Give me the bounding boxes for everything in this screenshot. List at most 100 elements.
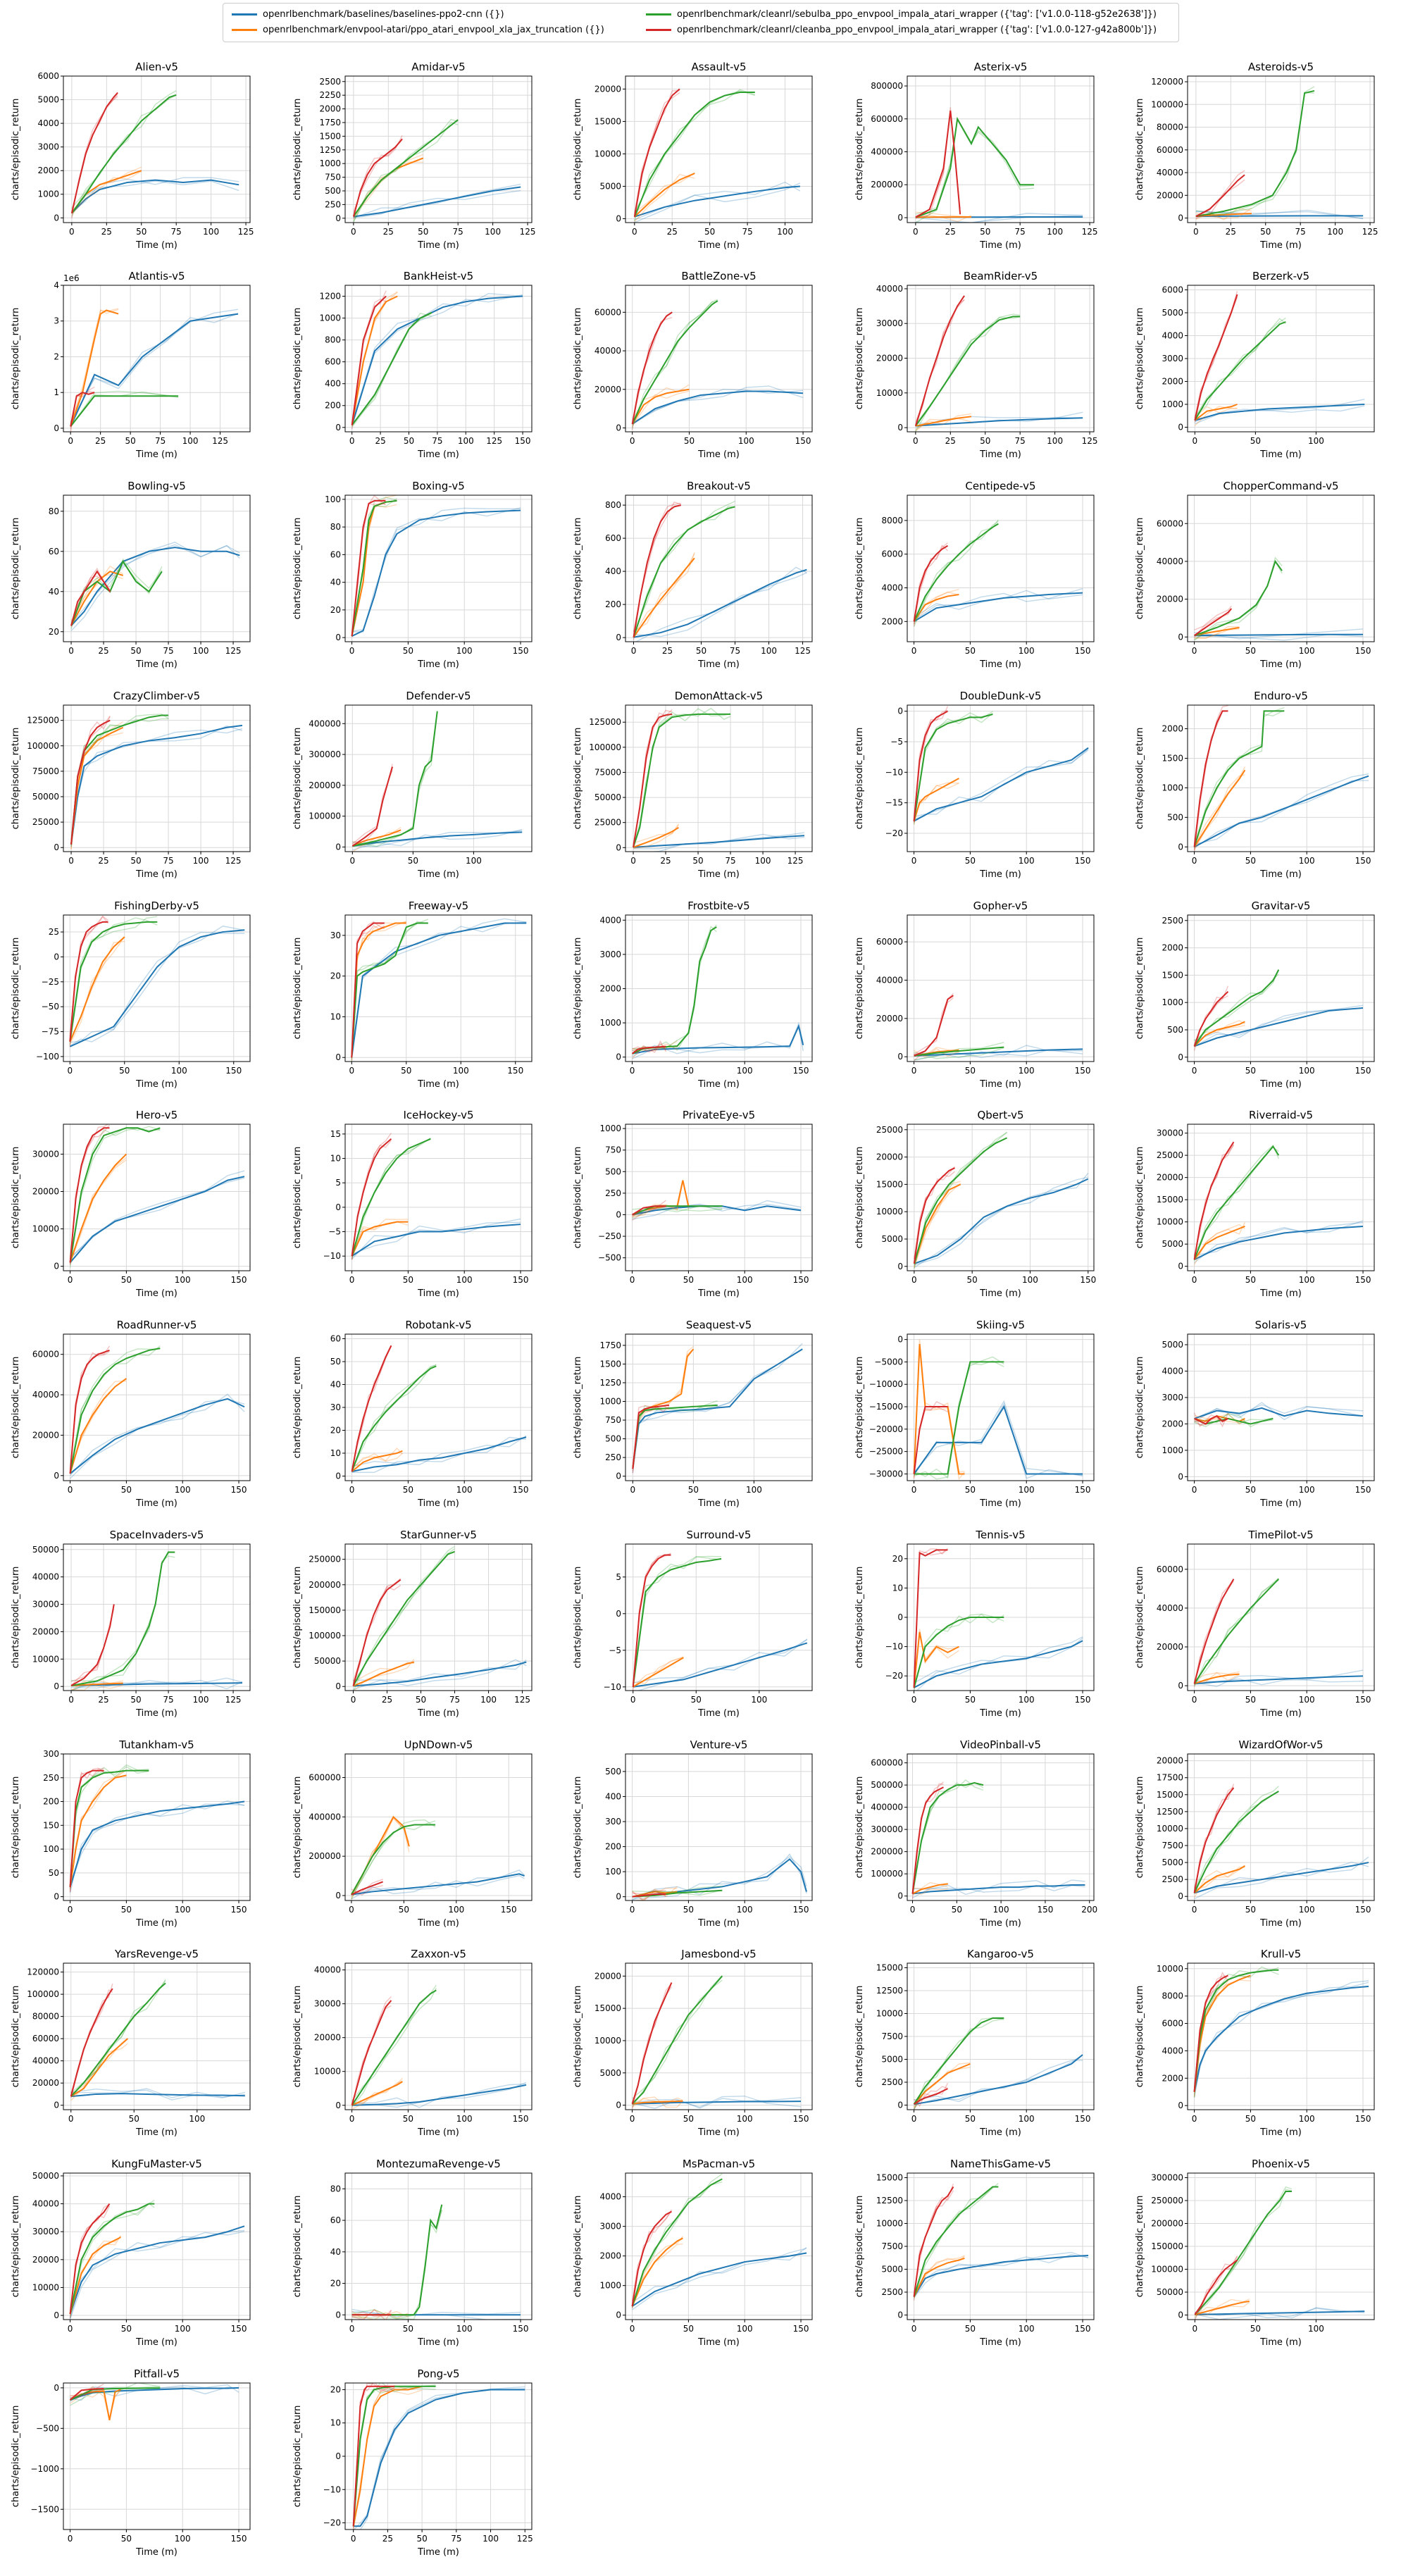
series-seed-line bbox=[69, 917, 158, 1040]
series-group bbox=[69, 915, 245, 1047]
x-tick-label: 50 bbox=[688, 1485, 699, 1495]
y-tick-label: 100000 bbox=[871, 1869, 903, 1879]
subplot-bankheist-v5: 0 25 50 75 100 125 150 0 200 400 600 800 1000 1200 Ban… bbox=[292, 270, 533, 460]
y-axis-label: charts/episodic_return bbox=[292, 1986, 303, 2088]
series-line-cleanba bbox=[69, 921, 108, 1042]
y-axis-label: charts/episodic_return bbox=[11, 1986, 21, 2088]
series-seed-line bbox=[70, 1989, 113, 2098]
series-group bbox=[633, 707, 805, 852]
y-tick-label: 20000 bbox=[32, 1187, 59, 1197]
series-line-envpool-xla bbox=[1194, 626, 1240, 637]
y-axis-label: charts/episodic_return bbox=[854, 938, 865, 1040]
x-tick-label: 25 bbox=[101, 227, 112, 237]
axes-frame bbox=[344, 1333, 533, 1481]
series-line-baselines bbox=[351, 2084, 527, 2106]
series-seed-line bbox=[1194, 406, 1238, 426]
x-tick-label: 50 bbox=[416, 2534, 427, 2544]
y-tick-label: 40000 bbox=[1157, 556, 1183, 566]
series-seed-line bbox=[1194, 2301, 1250, 2317]
series-line-sebulba bbox=[631, 1975, 723, 2105]
y-tick-label: 5 bbox=[335, 1178, 341, 1188]
x-axis-label: Time (m) bbox=[697, 659, 740, 670]
series-seed-line bbox=[1194, 1867, 1245, 1890]
x-tick-label: 50 bbox=[683, 1275, 694, 1285]
series-seed-line bbox=[632, 924, 717, 1052]
x-tick-label: 0 bbox=[349, 1066, 354, 1076]
series-seed-line bbox=[1194, 1221, 1364, 1264]
series-seed-line bbox=[70, 718, 169, 847]
y-tick-label: 60 bbox=[49, 547, 59, 556]
series-group bbox=[70, 308, 239, 432]
series-line-sebulba bbox=[1194, 2191, 1292, 2315]
series-seed-line bbox=[351, 1364, 437, 1471]
series-seed-line bbox=[632, 1200, 666, 1218]
x-axis-label: Time (m) bbox=[697, 1079, 740, 1090]
x-tick-label: 0 bbox=[349, 1485, 355, 1495]
x-tick-label: 100 bbox=[1019, 1695, 1035, 1705]
y-tick-label: 40000 bbox=[876, 284, 903, 294]
y-tick-label: 30000 bbox=[1157, 1128, 1183, 1138]
x-axis-label: Time (m) bbox=[697, 2337, 740, 2348]
y-tick-label: 10000 bbox=[876, 2009, 903, 2019]
y-axis-label: charts/episodic_return bbox=[573, 938, 583, 1040]
series-seed-line bbox=[69, 2231, 245, 2319]
series-seed-line bbox=[632, 1855, 807, 1900]
series-seed-line bbox=[69, 916, 158, 1045]
series-line-sebulba bbox=[911, 1781, 984, 1894]
axes-frame bbox=[907, 1333, 1095, 1481]
x-tick-label: 100 bbox=[456, 2114, 473, 2124]
y-tick-label: 2 bbox=[54, 351, 59, 361]
y-tick-label: 12500 bbox=[876, 1986, 903, 1996]
y-tick-label: 2000 bbox=[599, 2251, 621, 2261]
series-seed-line bbox=[1194, 1224, 1245, 1259]
y-tick-label: 0 bbox=[897, 1335, 903, 1345]
series-line-envpool-xla bbox=[913, 2257, 965, 2297]
y-tick-label: 400000 bbox=[871, 1803, 903, 1812]
y-tick-label: 600000 bbox=[309, 1773, 341, 1783]
series-seed-line bbox=[1193, 1144, 1235, 1257]
series-group bbox=[70, 1979, 246, 2101]
x-tick-label: 100 bbox=[453, 1066, 469, 1076]
series-seed-line bbox=[633, 572, 807, 637]
subplot-title: Robotank-v5 bbox=[405, 1319, 471, 1331]
x-tick-label: 100 bbox=[448, 1905, 464, 1915]
x-tick-label: 0 bbox=[349, 2114, 355, 2124]
series-line-sebulba bbox=[913, 523, 999, 622]
subplot-title: Alien-v5 bbox=[135, 61, 178, 73]
series-seed-line bbox=[633, 1555, 722, 1684]
subplot-breakout-v5: 0 25 50 75 100 125 0 200 400 600 800 Breakout-v5 Tim… bbox=[573, 480, 813, 670]
series-line-envpool-xla bbox=[1194, 1673, 1240, 1685]
y-tick-label: 12500 bbox=[876, 2196, 903, 2205]
series-seed-line bbox=[351, 2209, 442, 2320]
x-tick-label: 50 bbox=[418, 227, 428, 237]
y-tick-label: 200000 bbox=[309, 1851, 341, 1861]
y-tick-label: 60000 bbox=[1157, 518, 1183, 528]
series-seed-line bbox=[915, 117, 1035, 215]
x-tick-label: 0 bbox=[351, 2534, 356, 2544]
x-tick-label: 50 bbox=[130, 646, 141, 656]
y-axis-label: charts/episodic_return bbox=[292, 2196, 303, 2298]
y-tick-label: 15000 bbox=[876, 1963, 903, 1973]
x-tick-label: 100 bbox=[485, 227, 501, 237]
x-tick-label: 100 bbox=[1299, 856, 1315, 866]
x-axis-label: Time (m) bbox=[135, 1708, 178, 1719]
series-line-cleanba bbox=[913, 2186, 954, 2297]
y-tick-label: 2500 bbox=[881, 2287, 903, 2297]
x-tick-label: 75 bbox=[171, 227, 182, 237]
series-group bbox=[352, 118, 521, 223]
x-tick-label: 0 bbox=[349, 646, 355, 656]
series-line-cleanba bbox=[1193, 1974, 1228, 2092]
series-line-cleanba bbox=[1193, 1141, 1235, 1260]
series-group bbox=[352, 2383, 525, 2530]
y-tick-label: −75 bbox=[42, 1027, 59, 1037]
y-tick-label: 8000 bbox=[1162, 1991, 1183, 2001]
series-group bbox=[1194, 556, 1364, 641]
x-tick-label: 100 bbox=[993, 1905, 1009, 1915]
y-tick-label: 20000 bbox=[314, 2033, 341, 2043]
y-tick-label: 1000 bbox=[599, 1124, 621, 1133]
series-line-envpool-xla bbox=[633, 826, 679, 848]
series-seed-line bbox=[1195, 179, 1245, 218]
series-group bbox=[70, 1550, 243, 1691]
series-line-sebulba bbox=[351, 1138, 431, 1257]
x-axis-label: Time (m) bbox=[135, 659, 178, 670]
